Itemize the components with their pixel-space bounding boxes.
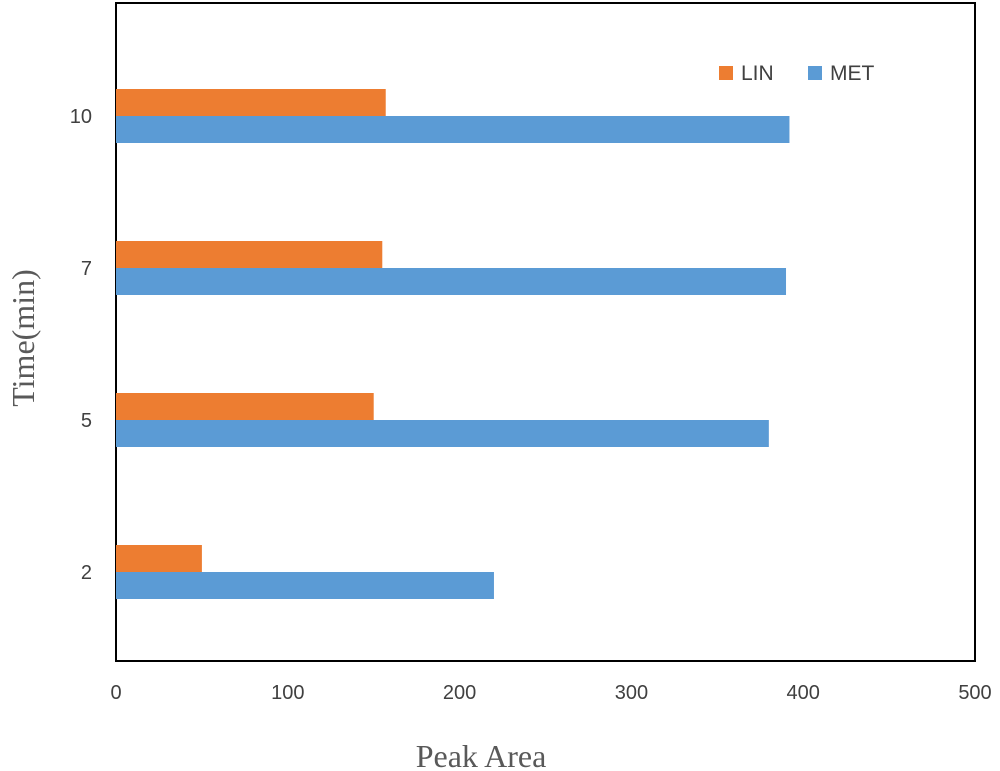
bars xyxy=(116,89,790,599)
x-tick-label: 200 xyxy=(443,682,476,704)
x-tick-label: 100 xyxy=(271,682,304,704)
plot-frame xyxy=(115,2,976,662)
x-tick-labels: 0 100 200 300 400 500 xyxy=(110,682,991,704)
bar-lin-5 xyxy=(116,393,374,420)
y-tick-label: 7 xyxy=(81,258,92,280)
bar-met-7 xyxy=(116,268,787,295)
y-tick-label: 10 xyxy=(70,106,92,128)
bar-met-2 xyxy=(116,572,494,599)
bar-lin-10 xyxy=(116,89,386,116)
legend-swatch-met xyxy=(808,66,822,80)
legend: LIN MET xyxy=(719,62,875,85)
bar-met-10 xyxy=(116,116,790,143)
legend-swatch-lin xyxy=(719,66,733,80)
x-tick-label: 500 xyxy=(958,682,991,704)
y-tick-label: 2 xyxy=(81,562,92,584)
y-tick-labels: 2 5 7 10 xyxy=(70,106,92,584)
x-tick-label: 0 xyxy=(110,682,121,704)
y-axis-title: Time(min) xyxy=(5,269,41,407)
legend-label-met: MET xyxy=(830,62,875,85)
legend-label-lin: LIN xyxy=(741,62,774,85)
y-tick-label: 5 xyxy=(81,410,92,432)
bar-lin-7 xyxy=(116,241,383,268)
x-tick-label: 300 xyxy=(615,682,648,704)
x-axis-title: Peak Area xyxy=(416,738,547,771)
bar-met-5 xyxy=(116,420,769,447)
bar-lin-2 xyxy=(116,545,202,572)
x-tick-label: 400 xyxy=(787,682,820,704)
